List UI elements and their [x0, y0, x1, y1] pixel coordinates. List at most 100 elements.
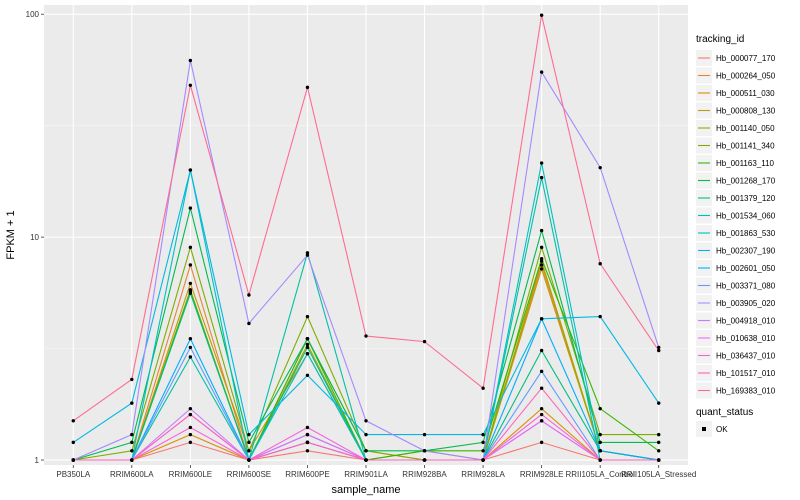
data-point [188, 281, 193, 286]
data-point [539, 419, 544, 423]
x-tick-label: RRIM600LA [110, 470, 154, 479]
x-tick-label: RRIM600SE [227, 470, 271, 479]
data-point [305, 253, 310, 257]
data-point [305, 337, 310, 341]
data-point [305, 373, 310, 377]
data-point [539, 317, 544, 321]
legend: tracking_id Hb_000077_170 Hb_000264_050 Hb… [696, 34, 776, 399]
data-point [598, 314, 602, 319]
legend-label: Hb_001163_110 [716, 159, 775, 168]
data-point [130, 377, 134, 382]
data-point [657, 345, 661, 350]
data-point [188, 355, 193, 359]
data-point [539, 348, 544, 353]
data-point [598, 406, 602, 411]
data-point [247, 458, 251, 462]
data-point [539, 245, 544, 250]
legend-label: Hb_036437_010 [716, 352, 776, 361]
data-point [422, 432, 427, 437]
data-point [364, 334, 368, 338]
data-point [188, 206, 193, 210]
data-point [188, 406, 193, 411]
data-point [539, 440, 544, 445]
legend-label: Hb_004918_010 [716, 317, 776, 326]
data-point [657, 449, 661, 453]
legend-label: Hb_001141_340 [716, 142, 775, 151]
data-point [364, 449, 368, 453]
legend-label: Hb_001379_120 [716, 194, 776, 203]
data-point [657, 432, 661, 437]
data-point [130, 401, 134, 405]
data-point [539, 228, 544, 233]
data-point [305, 85, 310, 90]
data-point [188, 425, 193, 430]
x-axis-title: sample_name [331, 484, 400, 496]
data-point [188, 263, 193, 267]
data-point [657, 458, 661, 462]
y-tick-label: 10 [30, 233, 39, 242]
data-point [188, 245, 193, 250]
data-point [247, 449, 251, 453]
data-point [188, 337, 193, 341]
data-point [539, 175, 544, 180]
legend-label: Hb_000511_030 [716, 89, 775, 98]
data-point [305, 449, 310, 453]
data-point [598, 261, 602, 266]
data-point [305, 342, 310, 347]
data-point [422, 339, 427, 344]
data-point [247, 293, 251, 297]
data-point [539, 259, 544, 263]
data-point [422, 458, 427, 462]
data-point [188, 440, 193, 445]
data-point [305, 345, 310, 350]
data-point [305, 432, 310, 437]
data-point [657, 440, 661, 445]
data-point [247, 321, 251, 326]
data-point [305, 351, 310, 356]
data-point [364, 432, 368, 437]
data-point [130, 432, 134, 437]
x-axis-ticks: PB350LA RRIM600LA RRIM600LE RRIM600SE RRIM60… [56, 465, 696, 479]
y-tick-label: 100 [26, 10, 40, 19]
x-tick-label: RRIM600PE [285, 470, 329, 479]
legend-label: Hb_001863_530 [716, 229, 776, 238]
x-tick-label: RRIM928BA [402, 470, 447, 479]
x-tick-label: RRIM928LE [520, 470, 564, 479]
data-point [598, 440, 602, 445]
data-point [130, 449, 134, 453]
data-point [539, 257, 544, 261]
data-point [481, 386, 485, 390]
data-point [188, 291, 193, 295]
legend-label: Hb_003905_020 [716, 299, 776, 308]
shape-legend: quant_status OK [696, 407, 753, 437]
legend-label: Hb_001268_170 [716, 177, 776, 186]
data-point [481, 458, 485, 462]
data-point [188, 58, 193, 63]
legend-label: Hb_001534_060 [716, 212, 776, 221]
data-points [71, 13, 661, 462]
data-point [539, 369, 544, 374]
data-point [657, 401, 661, 405]
data-point [247, 440, 251, 445]
data-point [539, 70, 544, 74]
legend-label: Hb_000808_130 [716, 107, 776, 116]
data-point [539, 386, 544, 390]
data-point [188, 345, 193, 350]
data-point [71, 458, 75, 462]
data-point [71, 440, 75, 445]
data-point [305, 425, 310, 430]
data-point [598, 449, 602, 453]
data-point [481, 449, 485, 453]
y-axis-title: FPKM + 1 [5, 210, 17, 259]
data-point [305, 440, 310, 445]
legend-label: Hb_000264_050 [716, 72, 776, 81]
data-point [364, 458, 368, 462]
data-point [422, 449, 427, 453]
data-point [481, 440, 485, 445]
data-point [130, 458, 134, 462]
data-point [539, 412, 544, 417]
data-point [481, 432, 485, 437]
data-point [598, 165, 602, 170]
data-point [539, 263, 544, 267]
